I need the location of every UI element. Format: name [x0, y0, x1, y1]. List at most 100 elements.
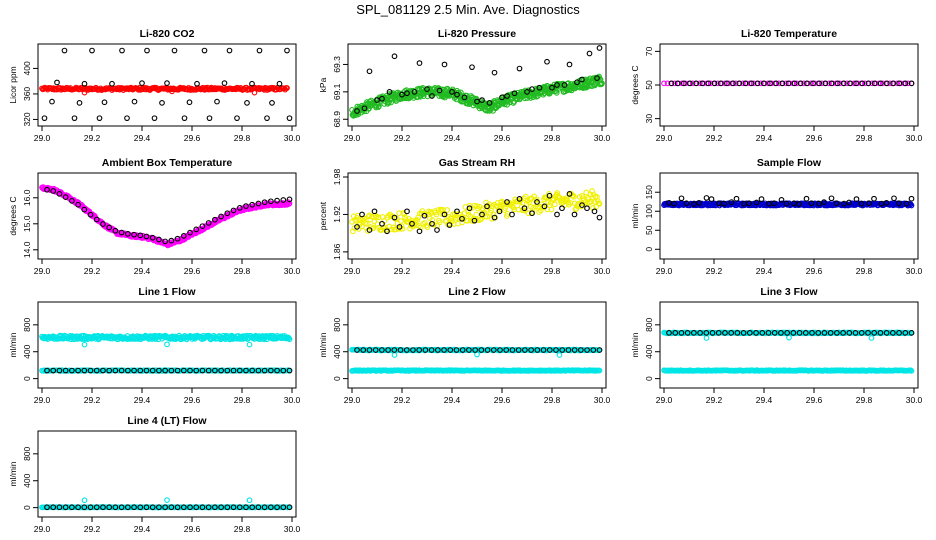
series-2-5-min-ave [354, 190, 603, 235]
data-point [902, 80, 909, 87]
data-point [577, 347, 584, 353]
data-point [502, 205, 508, 211]
data-point [511, 90, 518, 97]
data-point [280, 367, 287, 374]
data-point [354, 224, 360, 230]
data-point [364, 220, 370, 227]
data-point [810, 80, 816, 87]
data-point [566, 190, 573, 197]
data-point [847, 80, 853, 87]
data-point [255, 504, 262, 511]
data-point [194, 80, 200, 87]
data-point [473, 211, 480, 218]
y-tick-label: 360 [22, 87, 32, 101]
data-point [236, 367, 243, 374]
data-point [466, 347, 472, 353]
data-point [137, 504, 144, 511]
y-axis-label: ml/min [630, 203, 640, 228]
panel-2: Li-820 Pressure 29.0 29.2 29.4 29.6 29.8 30.0 6… [318, 28, 611, 143]
data-point [522, 347, 528, 353]
data-point [453, 347, 460, 353]
data-point [791, 80, 798, 87]
data-point [274, 504, 280, 511]
data-point [699, 80, 706, 87]
data-point [841, 200, 847, 207]
data-point [889, 330, 896, 336]
panel-6: Sample Flow 29.0 29.2 29.4 29.6 29.8 30.0 0 50 10… [630, 157, 923, 276]
data-point [404, 90, 410, 97]
y-tick-label: 320 [22, 112, 32, 126]
data-point [571, 347, 578, 353]
data-point [444, 207, 451, 213]
data-point [149, 504, 156, 511]
panel-title: Line 3 Flow [760, 286, 818, 298]
data-point [783, 80, 789, 87]
data-point [50, 367, 57, 374]
series-2-5-min-ave [666, 195, 915, 207]
x-tick-label: 29.4 [444, 266, 461, 276]
data-point [397, 218, 404, 224]
data-point [286, 196, 293, 203]
data-point [524, 89, 530, 95]
x-tick-label: 29.6 [806, 133, 823, 143]
data-point [844, 80, 850, 87]
data-point [143, 233, 150, 240]
data-point [384, 228, 390, 235]
x-tick-label: 29.4 [756, 133, 773, 143]
panel-8: Line 2 Flow 29.0 29.2 29.4 29.6 29.8 30.0 0 400 8… [318, 286, 611, 405]
data-point [354, 108, 360, 114]
data-point [528, 347, 534, 353]
x-tick-label: 29.8 [856, 395, 873, 405]
panel-9: Line 3 Flow 29.0 29.2 29.4 29.6 29.8 30.0 0 400 8… [630, 286, 923, 405]
data-point [205, 504, 212, 511]
data-point [596, 347, 603, 353]
data-point [284, 47, 290, 54]
data-point [734, 330, 741, 336]
plot-area [349, 45, 605, 119]
data-point [571, 211, 578, 218]
data-point [707, 80, 714, 87]
y-tick-label: 400 [22, 61, 32, 75]
data-point [559, 205, 565, 212]
x-tick-label: 30.0 [284, 524, 301, 534]
data-point [486, 108, 493, 114]
data-point [544, 58, 550, 65]
data-point [87, 367, 94, 374]
data-point [778, 330, 784, 336]
data-point [404, 208, 410, 215]
data-point [815, 330, 822, 336]
data-point [490, 347, 497, 353]
data-point [868, 335, 875, 341]
data-point [100, 221, 106, 227]
data-point [827, 330, 834, 336]
data-point [717, 80, 724, 87]
data-point [840, 330, 846, 336]
data-point [834, 80, 841, 87]
data-point [596, 200, 603, 207]
panel-title: Gas Stream RH [439, 157, 515, 169]
data-point [416, 347, 423, 353]
panel-1: Li-820 CO2 29.0 29.2 29.4 29.6 29.8 30.0 320 360… [8, 28, 301, 143]
data-point [267, 367, 274, 374]
data-point [859, 80, 866, 87]
y-tick-label: 69.3 [332, 56, 342, 73]
data-point [454, 91, 460, 98]
data-point [672, 330, 679, 336]
data-point [796, 201, 802, 207]
data-point [274, 197, 280, 204]
data-point [226, 47, 233, 54]
data-point [181, 115, 188, 122]
data-point [218, 213, 224, 220]
data-point [816, 80, 823, 87]
x-tick-label: 30.0 [906, 395, 923, 405]
y-axis-label: ml/min [630, 332, 640, 357]
y-tick-label: 400 [22, 344, 32, 358]
data-point [71, 115, 78, 122]
data-point [87, 211, 94, 218]
data-point [759, 330, 766, 336]
data-point [740, 80, 746, 87]
data-point [748, 80, 755, 87]
data-point [753, 330, 759, 336]
data-point [853, 196, 860, 202]
data-point [221, 80, 228, 86]
